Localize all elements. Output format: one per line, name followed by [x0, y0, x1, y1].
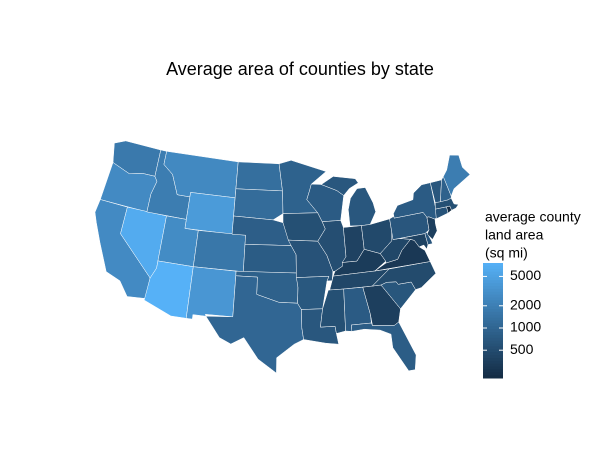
- colorbar-segment: [483, 352, 503, 356]
- colorbar-segment: [483, 360, 503, 365]
- colorbar-segment: [483, 280, 503, 284]
- colorbar-segment: [483, 274, 503, 278]
- colorbar-segment: [483, 320, 503, 324]
- colorbar-segment: [483, 297, 503, 301]
- state: [282, 212, 326, 242]
- colorbar-segment: [483, 349, 503, 353]
- state: [205, 275, 304, 374]
- state: [332, 249, 386, 277]
- colorbar-segment: [483, 346, 503, 350]
- colorbar-segment: [483, 288, 503, 293]
- colorbar-segment: [483, 366, 503, 370]
- colorbar-segment: [483, 286, 503, 290]
- colorbar-segment: [483, 306, 503, 310]
- state: [193, 230, 246, 272]
- colorbar-segment: [483, 277, 503, 281]
- chart-title: Average area of counties by state: [166, 59, 434, 79]
- colorbar-segment: [483, 329, 503, 333]
- colorbar-segment: [483, 263, 503, 267]
- map: [94, 140, 471, 374]
- colorbar-segment: [483, 317, 503, 321]
- legend: average county land area (sq mi) 500 1000 200…: [483, 209, 581, 379]
- colorbar-segment: [483, 314, 503, 319]
- colorbar-segment: [483, 303, 503, 307]
- colorbar-segment: [483, 294, 503, 298]
- colorbar-segment: [483, 311, 503, 316]
- colorbar-segment: [483, 375, 503, 379]
- legend-title: average county: [485, 209, 581, 225]
- state: [243, 244, 297, 274]
- colorbar-segment: [483, 343, 503, 347]
- state: [320, 288, 346, 334]
- colorbar-segment: [483, 363, 503, 367]
- state: [393, 182, 438, 220]
- colorbar-segment: [483, 337, 503, 342]
- colorbar-segment: [483, 334, 503, 339]
- state: [351, 321, 417, 372]
- legend-title: (sq mi): [485, 245, 528, 261]
- colorbar-segment: [483, 271, 503, 275]
- legend-label: 500: [510, 341, 534, 357]
- state: [443, 154, 471, 197]
- colorbar-segment: [483, 300, 503, 304]
- colorbar-segment: [483, 372, 503, 376]
- state: [233, 188, 284, 221]
- legend-label: 5000: [510, 267, 541, 283]
- colorbar-segment: [483, 323, 503, 327]
- colorbar-segment: [483, 291, 503, 296]
- state: [184, 192, 236, 235]
- legend-label: 2000: [510, 296, 541, 312]
- legend-title: land area: [485, 227, 544, 243]
- legend-label: 1000: [510, 319, 541, 335]
- colorbar-segment: [483, 357, 503, 362]
- colorbar-segment: [483, 265, 503, 270]
- colorbar-segment: [483, 369, 503, 373]
- colorbar-segment: [483, 340, 503, 344]
- colorbar-segment: [483, 268, 503, 273]
- colorbar-segment: [483, 332, 503, 336]
- state: [235, 161, 283, 192]
- colorbar-segment: [483, 309, 503, 313]
- colorbar-segment: [483, 283, 503, 287]
- state: [424, 231, 433, 245]
- state: [185, 266, 237, 320]
- colorbar-segment: [483, 355, 503, 359]
- colorbar-segment: [483, 326, 503, 330]
